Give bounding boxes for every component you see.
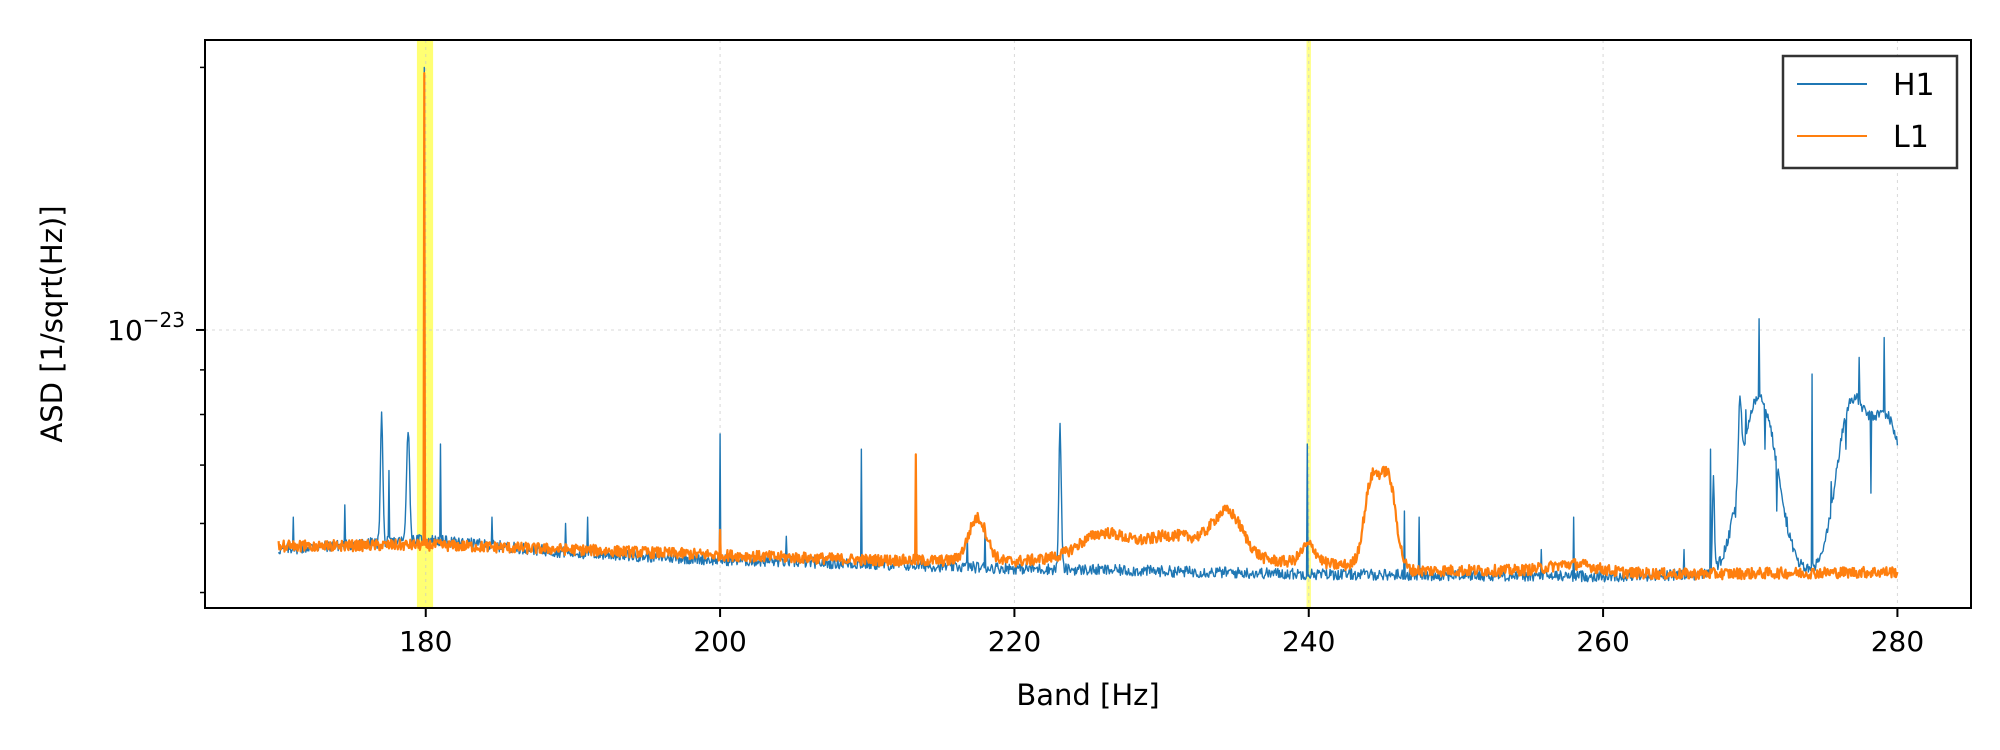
legend-label-h1: H1 xyxy=(1893,68,1935,103)
plot-frame xyxy=(204,39,1972,609)
highlight-band-2 xyxy=(1306,40,1311,608)
y-tick-label-0: 10−23 xyxy=(107,308,185,347)
x-tick-label-280: 280 xyxy=(1871,625,1924,658)
x-tick-label-200: 200 xyxy=(693,625,746,658)
legend-box xyxy=(1781,54,1959,170)
grid xyxy=(205,40,1971,608)
x-tick-label-260: 260 xyxy=(1576,625,1629,658)
x-axis-label: Band [Hz] xyxy=(1016,678,1159,712)
x-tick-label-240: 240 xyxy=(1282,625,1335,658)
x-tick-label-220: 220 xyxy=(988,625,1041,658)
legend: H1 L1 xyxy=(1781,54,1959,170)
x-axis-ticks: 180 200 220 240 260 280 xyxy=(399,608,1924,658)
series-line-l1 xyxy=(277,72,1899,581)
y-axis-ticks: 10−23 xyxy=(107,66,205,594)
series-lines xyxy=(277,66,1899,583)
x-tick-label-180: 180 xyxy=(399,625,452,658)
legend-label-l1: L1 xyxy=(1893,120,1929,155)
y-axis-label: ASD [1/sqrt(Hz)] xyxy=(35,205,69,442)
